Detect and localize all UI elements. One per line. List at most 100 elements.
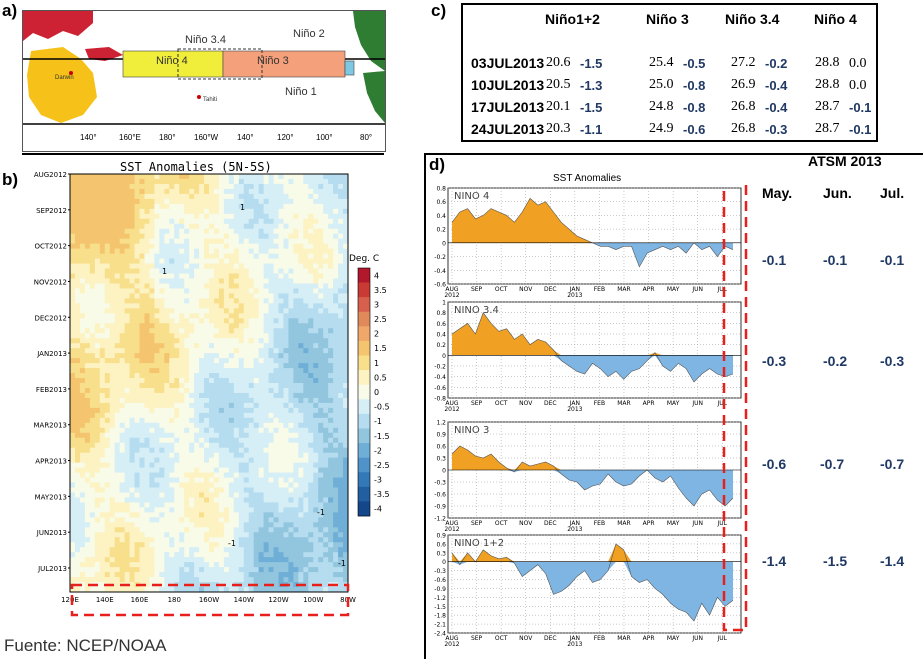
hov-cell bbox=[213, 507, 220, 513]
hov-cell bbox=[74, 542, 81, 548]
hov-cell bbox=[99, 248, 106, 255]
hov-cell bbox=[343, 472, 349, 478]
hov-cell bbox=[199, 392, 205, 399]
hov-cell bbox=[308, 343, 314, 349]
hov-cell bbox=[189, 407, 195, 414]
hov-cell bbox=[194, 437, 200, 444]
hov-cell bbox=[273, 333, 279, 339]
hov-cell bbox=[343, 373, 349, 379]
hov-cell bbox=[293, 547, 299, 553]
hov-cell bbox=[298, 208, 304, 215]
hov-cell bbox=[154, 248, 160, 255]
hov-cell bbox=[328, 492, 334, 498]
table-anomaly-value: 0.0 bbox=[849, 78, 867, 93]
hov-cell bbox=[174, 348, 180, 354]
hov-cell bbox=[248, 183, 255, 190]
hov-cell bbox=[164, 323, 170, 329]
hov-cell bbox=[258, 582, 264, 588]
hov-cell bbox=[243, 442, 250, 449]
hov-cell bbox=[199, 233, 205, 240]
hov-cell bbox=[293, 243, 299, 250]
hov-cell bbox=[248, 333, 255, 339]
table-sst-value: 28.7 bbox=[815, 121, 840, 136]
hov-cell bbox=[184, 328, 190, 334]
hov-cell bbox=[333, 328, 339, 334]
hov-cell bbox=[174, 273, 180, 279]
hov-cell bbox=[238, 507, 245, 513]
hov-cell bbox=[218, 517, 225, 523]
hov-cell bbox=[164, 233, 170, 240]
hov-cell bbox=[194, 343, 200, 349]
hov-cell bbox=[74, 492, 81, 498]
hov-cell bbox=[179, 218, 185, 225]
hov-cell bbox=[149, 477, 155, 483]
hov-cell bbox=[333, 442, 339, 449]
hov-cell bbox=[263, 512, 269, 518]
hov-cell bbox=[278, 348, 284, 354]
hov-cell bbox=[179, 522, 185, 528]
hov-cell bbox=[318, 392, 324, 399]
hov-cell bbox=[228, 308, 235, 314]
hov-cell bbox=[169, 278, 175, 284]
hov-cell bbox=[293, 383, 299, 389]
hov-cell bbox=[139, 228, 145, 235]
hov-cell bbox=[273, 412, 279, 419]
hov-cell bbox=[283, 258, 289, 264]
hov-cell bbox=[298, 427, 304, 434]
hov-cell bbox=[174, 537, 180, 543]
hov-cell bbox=[89, 288, 96, 294]
hov-cell bbox=[204, 527, 210, 533]
hov-cell bbox=[109, 472, 116, 478]
hov-cell bbox=[223, 402, 230, 409]
hov-cell bbox=[209, 387, 215, 394]
hov-cell bbox=[204, 283, 210, 289]
hov-cell bbox=[159, 407, 165, 414]
hov-cell bbox=[213, 303, 220, 309]
hov-cell bbox=[109, 263, 116, 269]
hov-cell bbox=[209, 318, 215, 324]
hov-cell bbox=[204, 338, 210, 344]
hov-cell bbox=[303, 258, 309, 264]
hov-cell bbox=[119, 447, 125, 454]
hov-cell bbox=[213, 283, 220, 289]
hov-cell bbox=[238, 512, 245, 518]
table-header: Niño 3 bbox=[646, 11, 689, 27]
hov-cell bbox=[139, 353, 145, 359]
hov-cell bbox=[283, 457, 289, 464]
hov-cell bbox=[228, 203, 235, 210]
hov-cell bbox=[209, 417, 215, 424]
hov-cell bbox=[119, 387, 125, 394]
hov-cell bbox=[184, 383, 190, 389]
hov-cell bbox=[159, 233, 165, 240]
hov-cell bbox=[124, 457, 130, 464]
hov-cell bbox=[288, 198, 294, 205]
hov-cell bbox=[209, 223, 215, 230]
hov-cell bbox=[253, 577, 260, 583]
hov-cell bbox=[298, 358, 304, 364]
hov-cell bbox=[174, 532, 180, 538]
sst-anomalies-title: SST Anomalies bbox=[553, 173, 622, 184]
hov-cell bbox=[154, 397, 160, 404]
hov-cell bbox=[134, 208, 140, 215]
index-x-tick-label: AUG bbox=[445, 520, 458, 527]
hov-cell bbox=[144, 482, 150, 488]
hov-cell bbox=[218, 457, 225, 464]
hov-cell bbox=[164, 432, 170, 439]
hov-cell bbox=[218, 522, 225, 528]
hov-cell bbox=[184, 378, 190, 384]
hov-cell bbox=[119, 313, 125, 319]
hov-cell bbox=[104, 492, 111, 498]
hov-cell bbox=[338, 417, 344, 424]
hov-cell bbox=[109, 467, 116, 473]
hov-cell bbox=[199, 577, 205, 583]
hov-cell bbox=[303, 218, 309, 225]
hov-cell bbox=[283, 363, 289, 369]
hov-cell bbox=[70, 268, 76, 274]
hov-cell bbox=[129, 477, 135, 483]
hov-cell bbox=[189, 437, 195, 444]
hov-x-tick-label: 160W bbox=[199, 596, 219, 604]
hov-cell bbox=[149, 353, 155, 359]
hov-cell bbox=[328, 378, 334, 384]
hov-cell bbox=[184, 258, 190, 264]
hov-cell bbox=[228, 228, 235, 235]
